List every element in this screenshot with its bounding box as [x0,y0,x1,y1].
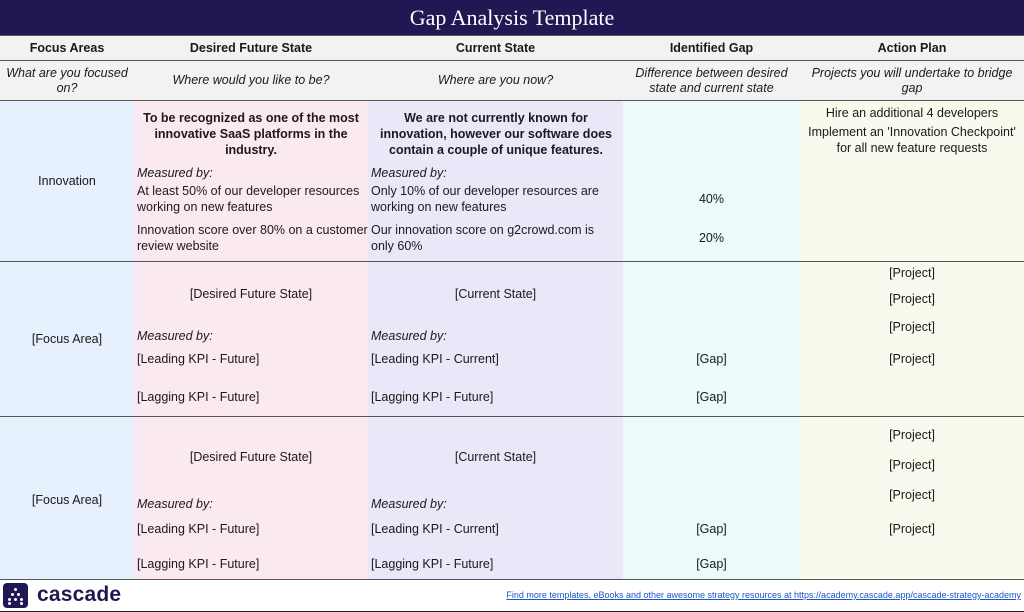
identified-gap-cell[interactable]: [Gap] [Gap] [623,417,800,579]
subheader-desired-state: Where would you like to be? [172,73,330,87]
leading-kpi-current: [Leading KPI - Current] [371,522,499,536]
page-title: Gap Analysis Template [0,0,1024,35]
desired-state-cell[interactable]: [Desired Future State] Measured by: [Lea… [134,262,368,416]
table-row: Innovation To be recognized as one of th… [0,101,1024,262]
action-item: [Project] [889,458,935,472]
academy-resources-link[interactable]: Find more templates, eBooks and other aw… [506,590,1021,600]
focus-area-cell[interactable]: [Focus Area] [0,262,134,416]
action-item: [Project] [889,266,935,280]
measured-by-label: Measured by: [371,329,447,343]
gap-value: [Gap] [696,522,727,536]
subheader-action-plan: Projects you will undertake to bridge ga… [811,65,1013,95]
subheader-identified-gap: Difference between desired state and cur… [635,65,788,95]
current-state-text: [Current State] [454,450,537,464]
focus-area-cell[interactable]: [Focus Area] [0,417,134,579]
leading-kpi-future: [Leading KPI - Future] [137,522,260,536]
gap-value: 20% [698,231,725,245]
header-identified-gap: Identified Gap [669,41,754,55]
desired-state-text: To be recognized as one of the most inno… [143,111,359,157]
focus-area-text: [Focus Area] [31,332,103,346]
gap-value: 40% [698,192,725,206]
current-state-cell[interactable]: We are not currently known for innovatio… [368,101,623,261]
leading-kpi-future: At least 50% of our developer resources … [137,184,360,214]
focus-area-text: Innovation [38,174,96,188]
action-plan-cell[interactable]: [Project] [Project] [Project] [Project] [800,262,1024,416]
action-item: [Project] [889,522,935,536]
measured-by-label: Measured by: [371,497,447,511]
leading-kpi-current: Only 10% of our developer resources are … [371,184,599,214]
table-row: [Focus Area] [Desired Future State] Meas… [0,417,1024,580]
footer: cascade Find more templates, eBooks and … [0,580,1024,612]
focus-area-text: [Focus Area] [31,493,103,507]
lagging-kpi-future: [Lagging KPI - Future] [137,557,260,571]
header-current-state: Current State [455,41,536,55]
current-state-cell[interactable]: [Current State] Measured by: [Leading KP… [368,262,623,416]
action-item: [Project] [889,488,935,502]
action-item: [Project] [889,428,935,442]
measured-by-label: Measured by: [371,166,447,180]
column-header-row: Focus Areas Desired Future State Current… [0,35,1024,61]
focus-area-cell[interactable]: Innovation [0,101,134,261]
lagging-kpi-current: [Lagging KPI - Future] [371,557,494,571]
action-item: [Project] [889,292,935,306]
header-focus-areas: Focus Areas [29,41,105,55]
lagging-kpi-current: [Lagging KPI - Future] [371,390,494,404]
measured-by-label: Measured by: [137,329,213,343]
action-item: [Project] [889,320,935,334]
header-action-plan: Action Plan [877,41,947,55]
subheader-focus-areas: What are you focused on? [6,65,128,95]
gap-value: [Gap] [696,352,727,366]
action-item: [Project] [889,352,935,366]
current-state-text: We are not currently known for innovatio… [380,111,612,157]
current-state-cell[interactable]: [Current State] Measured by: [Leading KP… [368,417,623,579]
identified-gap-cell[interactable]: 40% 20% [623,101,800,261]
desired-state-cell[interactable]: [Desired Future State] Measured by: [Lea… [134,417,368,579]
gap-value: [Gap] [696,557,727,571]
desired-state-cell[interactable]: To be recognized as one of the most inno… [134,101,368,261]
subheader-current-state: Where are you now? [437,73,554,87]
lagging-kpi-current: Our innovation score on g2crowd.com is o… [371,223,595,253]
action-item: Hire an additional 4 developers [825,106,999,120]
column-description-row: What are you focused on? Where would you… [0,61,1024,101]
cascade-logo-icon [3,583,28,608]
desired-state-text: [Desired Future State] [189,450,313,464]
leading-kpi-future: [Leading KPI - Future] [137,352,260,366]
lagging-kpi-future: Innovation score over 80% on a customer … [137,223,368,253]
measured-by-label: Measured by: [137,497,213,511]
cascade-logo-text: cascade [37,583,122,606]
current-state-text: [Current State] [454,287,537,301]
measured-by-label: Measured by: [137,166,213,180]
gap-value: [Gap] [696,390,727,404]
leading-kpi-current: [Leading KPI - Current] [371,352,499,366]
lagging-kpi-future: [Lagging KPI - Future] [137,390,260,404]
header-desired-state: Desired Future State [189,41,313,55]
action-plan-cell[interactable]: [Project] [Project] [Project] [Project] [800,417,1024,579]
identified-gap-cell[interactable]: [Gap] [Gap] [623,262,800,416]
action-item: Implement an 'Innovation Checkpoint' for… [808,125,1016,155]
table-row: [Focus Area] [Desired Future State] Meas… [0,262,1024,417]
desired-state-text: [Desired Future State] [189,287,313,301]
action-plan-cell[interactable]: Hire an additional 4 developers Implemen… [800,101,1024,261]
